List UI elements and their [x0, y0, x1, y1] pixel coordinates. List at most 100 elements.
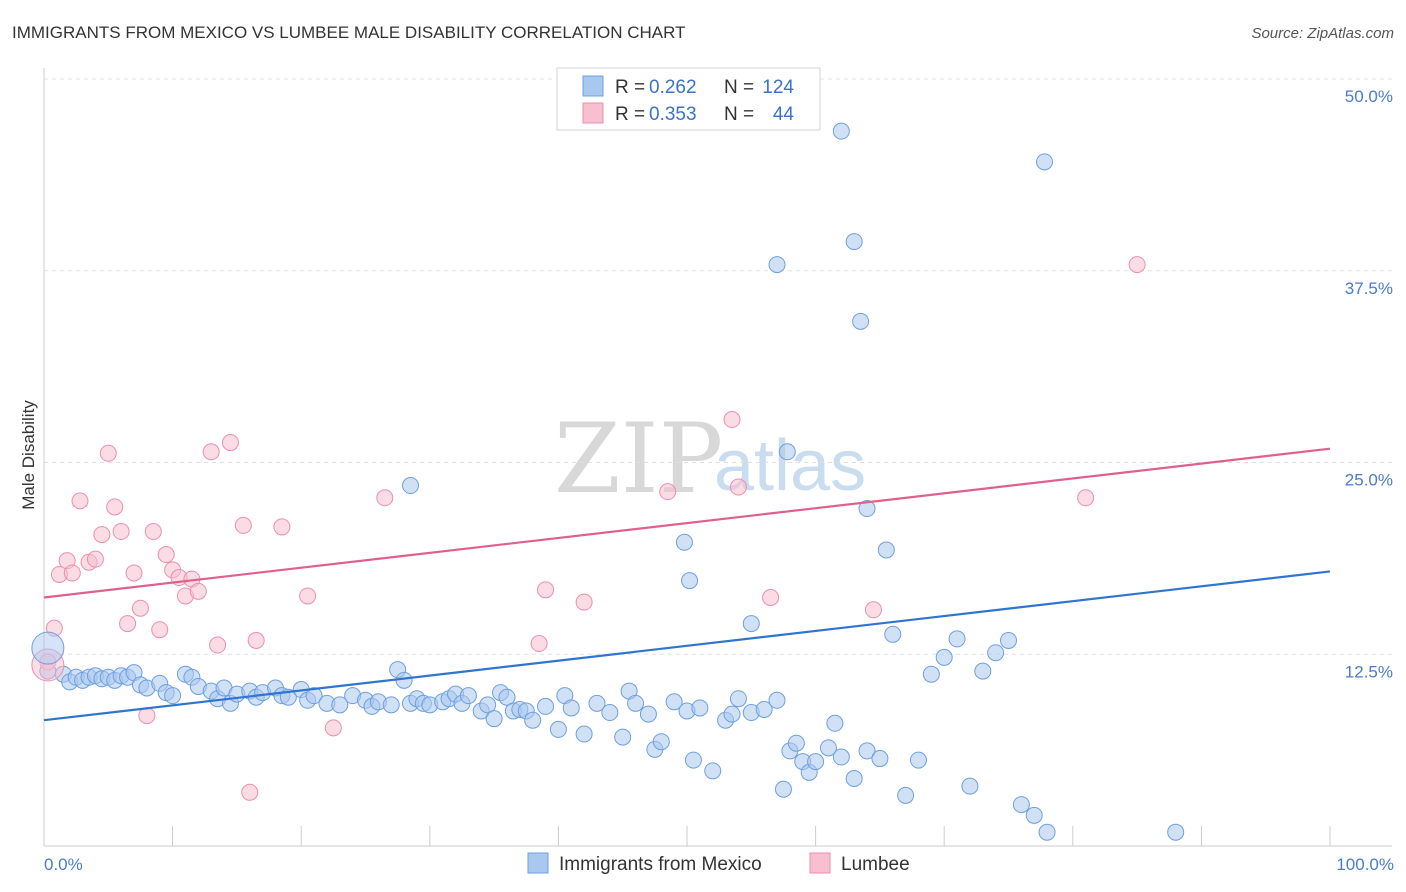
point-blue-108	[1012, 796, 1030, 814]
y-tick-label-0: 12.5%	[1345, 662, 1393, 681]
point-blue-55	[485, 710, 503, 728]
series-legend: Immigrants from Mexico Lumbee	[527, 852, 910, 875]
point-blue-41	[382, 696, 400, 714]
point-blue-36	[331, 696, 349, 714]
point-pink-30	[273, 518, 291, 536]
point-pink-13	[125, 564, 143, 582]
point-blue-113	[742, 615, 760, 633]
point-blue-82	[729, 690, 747, 708]
point-pink-16	[144, 523, 162, 541]
point-blue-105	[974, 662, 992, 680]
chart-source: Source: ZipAtlas.com	[1251, 25, 1394, 42]
point-pink-28	[241, 783, 259, 801]
legend-n-label-pink: N =	[724, 104, 759, 125]
point-blue-106	[987, 644, 1005, 662]
point-blue-62	[537, 697, 555, 715]
point-blue-92	[819, 739, 837, 757]
point-blue-109	[1025, 806, 1043, 824]
point-pink-37	[659, 483, 677, 501]
point-pink-27	[234, 516, 252, 534]
y-axis-label: Male Disability	[19, 400, 38, 510]
point-pink-17	[151, 621, 169, 639]
series-legend-label-lumbee: Lumbee	[841, 854, 910, 875]
y-tick-label-3: 50.0%	[1345, 87, 1393, 106]
legend-r-label-blue: R =	[615, 77, 650, 98]
point-pink-10	[106, 498, 124, 516]
point-blue-57	[498, 688, 516, 706]
point-blue-34	[305, 687, 323, 705]
point-pink-35	[537, 581, 555, 599]
trend-line-blue	[43, 570, 1331, 722]
point-blue-75	[665, 693, 683, 711]
y-tick-labels: 12.5% 25.0% 37.5% 50.0%	[1345, 87, 1393, 681]
point-blue-93	[826, 714, 844, 732]
point-blue-96	[858, 742, 876, 760]
point-pink-7	[86, 550, 104, 568]
point-blue-116	[832, 122, 850, 140]
legend-r-value-blue: 0.262	[649, 77, 697, 98]
point-blue-cluster	[31, 631, 65, 665]
trend-lines	[43, 447, 1331, 722]
point-pink-12	[119, 615, 137, 633]
point-blue-112	[681, 572, 699, 590]
data-points	[31, 122, 1185, 841]
point-blue-63	[549, 720, 567, 738]
point-pink-26	[221, 434, 239, 452]
point-pink-29	[247, 631, 265, 649]
point-pink-42	[1077, 489, 1095, 507]
point-blue-77	[684, 751, 702, 769]
point-blue-52	[459, 687, 477, 705]
point-pink-34	[530, 635, 548, 653]
point-blue-17	[164, 687, 182, 705]
point-blue-91	[807, 753, 825, 771]
point-pink-18	[157, 546, 175, 564]
point-blue-100	[909, 751, 927, 769]
point-blue-65	[562, 699, 580, 717]
legend-swatch-blue	[582, 75, 604, 97]
point-blue-85	[768, 691, 786, 709]
legend-n-label-blue: N =	[724, 77, 759, 98]
point-pink-33	[376, 489, 394, 507]
point-blue-72	[639, 705, 657, 723]
point-blue-81	[723, 705, 741, 723]
point-blue-110	[402, 477, 420, 495]
x-tick-label-max: 100.0%	[1336, 855, 1394, 874]
legend-r-label-pink: R =	[615, 104, 650, 125]
point-pink-39	[729, 478, 747, 496]
axes	[43, 68, 1392, 847]
point-blue-114	[778, 443, 796, 461]
chart-title: IMMIGRANTS FROM MEXICO VS LUMBEE MALE DI…	[12, 23, 686, 42]
point-blue-67	[588, 694, 606, 712]
x-tick-label-min: 0.0%	[44, 855, 83, 874]
series-legend-swatch-mexico	[527, 852, 549, 874]
legend-n-value-blue: 124	[762, 77, 794, 98]
point-pink-23	[189, 582, 207, 600]
point-blue-68	[601, 704, 619, 722]
point-pink-40	[762, 588, 780, 606]
point-pink-4	[63, 564, 81, 582]
point-blue-78	[691, 699, 709, 717]
point-blue-79	[704, 762, 722, 780]
point-blue-71	[627, 694, 645, 712]
point-blue-95	[845, 770, 863, 788]
point-blue-88	[787, 734, 805, 752]
point-blue-118	[852, 312, 870, 330]
series-legend-label-mexico: Immigrants from Mexico	[559, 854, 762, 875]
legend-r-value-pink: 0.353	[649, 104, 697, 125]
point-blue-123	[877, 541, 895, 559]
point-pink-31	[299, 587, 317, 605]
point-blue-66	[575, 725, 593, 743]
point-blue-104	[961, 777, 979, 795]
point-pink-8	[93, 526, 111, 544]
point-blue-107	[1000, 631, 1017, 649]
point-blue-84	[755, 700, 773, 718]
point-pink-38	[723, 411, 741, 429]
point-pink-9	[99, 444, 117, 462]
y-tick-label-2: 37.5%	[1345, 279, 1393, 298]
point-blue-111	[675, 533, 693, 551]
trend-line-pink	[43, 447, 1331, 599]
point-blue-121	[1038, 823, 1056, 841]
point-pink-41	[864, 601, 882, 619]
y-tick-label-1: 25.0%	[1345, 471, 1393, 490]
